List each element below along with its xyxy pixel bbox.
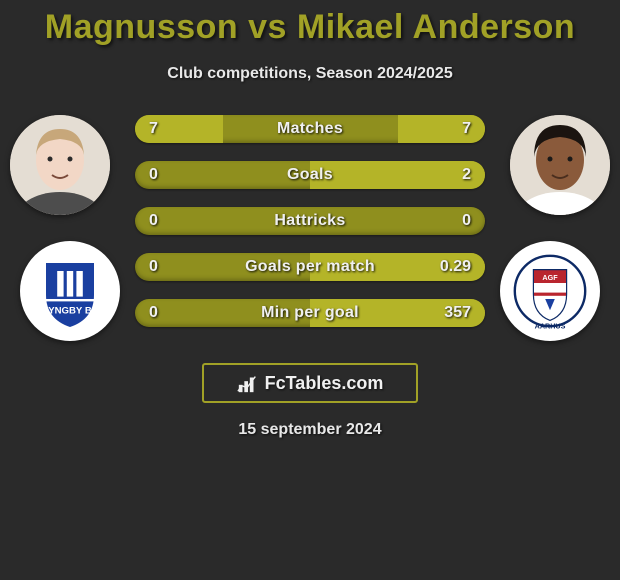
stat-label: Goals — [135, 161, 485, 189]
stat-bars: 7 7 Matches 0 2 Goals 0 0 Hattricks 0 0.… — [135, 115, 485, 345]
stat-label: Goals per match — [135, 253, 485, 281]
stat-label: Min per goal — [135, 299, 485, 327]
svg-text:YNGBY B: YNGBY B — [48, 305, 92, 316]
stat-row-hattricks: 0 0 Hattricks — [135, 207, 485, 235]
svg-text:AARHUS: AARHUS — [535, 322, 566, 331]
comparison-date: 15 september 2024 — [0, 421, 620, 439]
svg-text:AGF: AGF — [542, 273, 558, 282]
club-left-badge: YNGBY B — [20, 241, 120, 341]
stat-row-mpg: 0 357 Min per goal — [135, 299, 485, 327]
stat-label: Hattricks — [135, 207, 485, 235]
brand-box[interactable]: FcTables.com — [202, 363, 418, 403]
player-left-photo — [10, 115, 110, 215]
comparison-title: Magnusson vs Mikael Anderson — [0, 0, 620, 47]
bar-chart-icon — [237, 372, 259, 394]
stat-row-matches: 7 7 Matches — [135, 115, 485, 143]
comparison-subtitle: Club competitions, Season 2024/2025 — [0, 65, 620, 83]
player-right-photo — [510, 115, 610, 215]
comparison-main: YNGBY B AGF AARHUS 7 7 Matches 0 2 — [0, 115, 620, 345]
stat-row-gpm: 0 0.29 Goals per match — [135, 253, 485, 281]
stat-row-goals: 0 2 Goals — [135, 161, 485, 189]
club-right-badge: AGF AARHUS — [500, 241, 600, 341]
stat-label: Matches — [135, 115, 485, 143]
brand-text: FcTables.com — [265, 373, 384, 394]
